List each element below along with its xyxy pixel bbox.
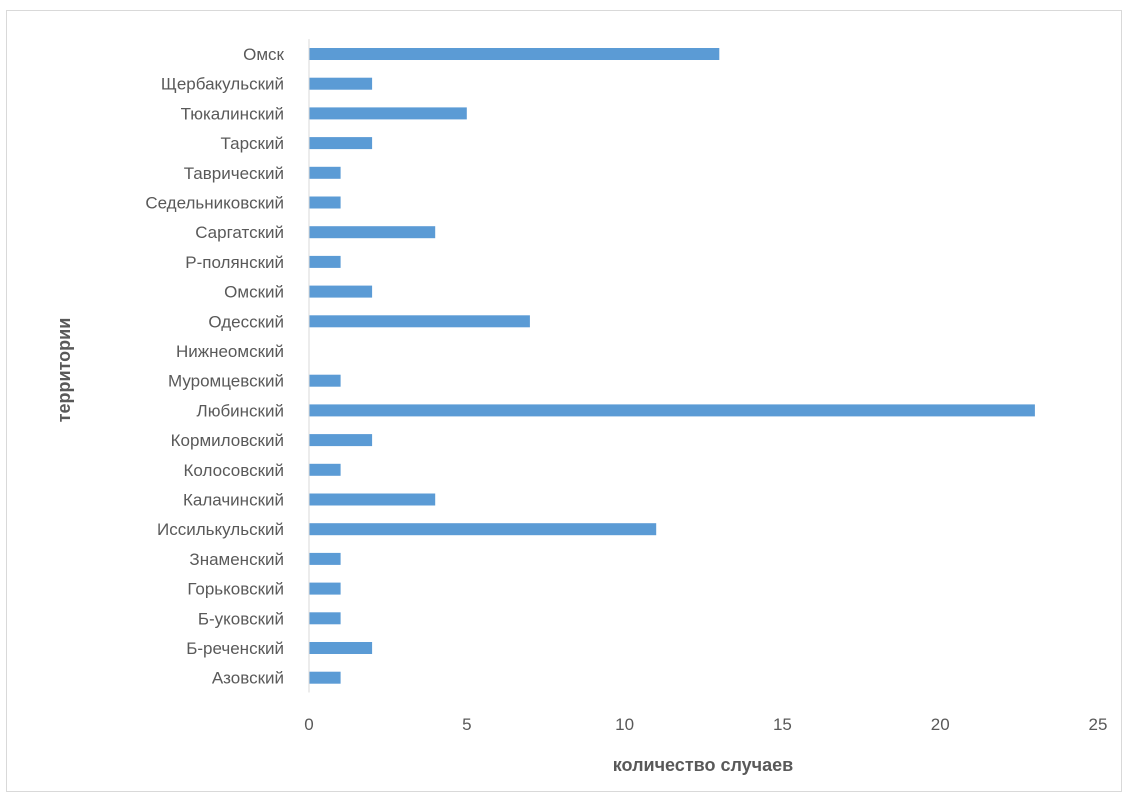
bar xyxy=(309,612,341,625)
category-label: Калачинский xyxy=(183,491,284,510)
bar xyxy=(309,463,341,476)
bar xyxy=(309,523,657,536)
bar xyxy=(309,642,373,654)
bar xyxy=(309,196,341,209)
category-label: Иссилькульский xyxy=(157,520,284,539)
bar xyxy=(309,315,530,328)
bar xyxy=(309,434,373,447)
x-tick-label: 10 xyxy=(615,715,634,734)
y-axis-title: территории xyxy=(54,318,74,423)
x-tick-label: 20 xyxy=(931,715,950,734)
bar xyxy=(309,107,467,120)
bar xyxy=(309,137,373,150)
bar xyxy=(309,671,341,684)
category-label: Нижнеомский xyxy=(176,342,284,361)
category-label: Б-уковский xyxy=(198,609,284,628)
bar xyxy=(309,582,341,595)
category-label: Колосовский xyxy=(184,461,284,480)
category-label: Любинский xyxy=(197,401,284,420)
bar xyxy=(309,374,341,387)
chart-frame xyxy=(6,10,1122,792)
bar xyxy=(309,285,373,298)
category-label: Тарский xyxy=(221,134,284,153)
x-axis-title: количество случаев xyxy=(613,755,793,775)
x-tick-label: 5 xyxy=(462,715,471,734)
category-label: Б-реченский xyxy=(186,639,284,658)
category-label: Одесский xyxy=(208,312,284,331)
bar xyxy=(309,166,341,179)
bar xyxy=(309,226,436,239)
category-label: Знаменский xyxy=(189,550,284,569)
x-tick-labels: 0 5 10 15 20 25 xyxy=(304,715,1107,734)
category-label: Таврический xyxy=(184,164,284,183)
category-label: Седельниковский xyxy=(145,194,284,213)
bar xyxy=(309,255,341,268)
category-label: Омск xyxy=(243,45,284,64)
bar xyxy=(309,77,373,90)
category-label: Муромцевский xyxy=(168,372,284,391)
category-label: Саргатский xyxy=(195,223,284,242)
category-label: Горьковский xyxy=(187,580,284,599)
category-label: Р-полянский xyxy=(185,253,284,272)
bars-layer xyxy=(309,48,1035,684)
x-tick-label: 15 xyxy=(773,715,792,734)
category-label: Тюкалинский xyxy=(181,104,284,123)
category-label: Омский xyxy=(224,283,284,302)
category-label: Щербакульский xyxy=(161,75,284,94)
x-tick-label: 0 xyxy=(304,715,313,734)
bar xyxy=(309,552,341,565)
category-labels: Омск Щербакульский Тюкалинский Тарский Таври… xyxy=(145,45,284,688)
x-tick-label: 25 xyxy=(1089,715,1108,734)
bar xyxy=(309,48,720,60)
category-label: Кормиловский xyxy=(171,431,284,450)
bar xyxy=(309,404,1035,417)
bar xyxy=(309,493,436,506)
category-label: Азовский xyxy=(212,669,284,688)
